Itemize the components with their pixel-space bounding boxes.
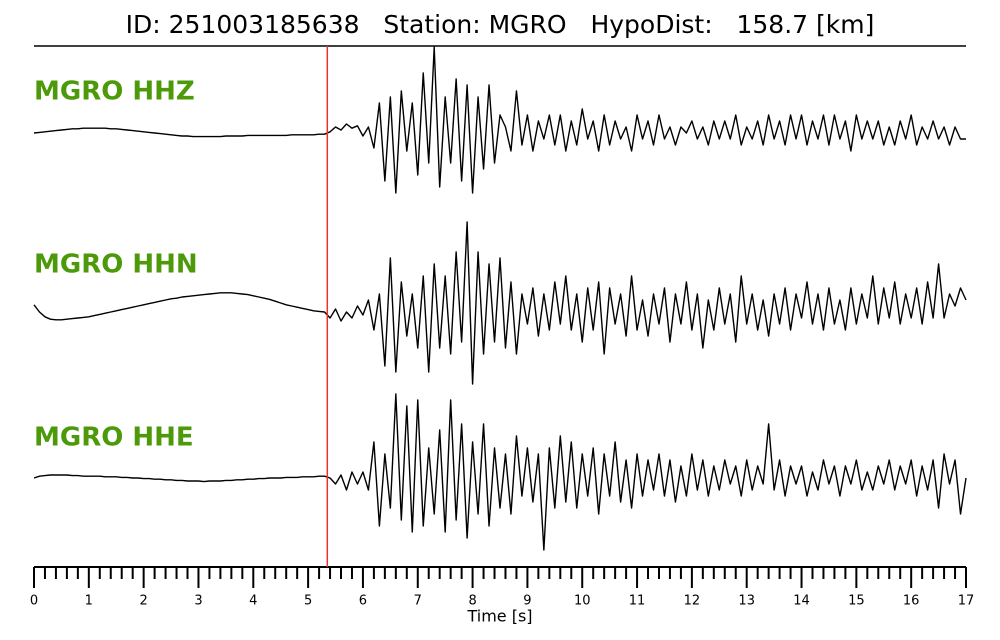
x-tick-label: 12 — [684, 594, 701, 609]
x-tick-label: 13 — [738, 594, 755, 609]
trace — [33, 393, 967, 551]
trace-label: MGRO HHZ — [34, 77, 195, 107]
x-tick-label: 9 — [523, 594, 531, 609]
x-tick-label: 0 — [30, 594, 38, 609]
x-tick-label: 16 — [903, 594, 920, 609]
x-tick-label: 11 — [629, 594, 646, 609]
x-tick-label: 3 — [194, 594, 202, 609]
x-tick-label: 1 — [85, 594, 93, 609]
x-tick-label: 5 — [304, 594, 312, 609]
trace — [33, 46, 966, 194]
x-tick-label: 15 — [848, 594, 865, 609]
x-tick-label: 4 — [249, 594, 257, 609]
x-tick-label: 14 — [793, 594, 810, 609]
x-tick-label: 17 — [958, 594, 975, 609]
x-tick-label: 6 — [359, 594, 367, 609]
x-tick-label: 7 — [414, 594, 422, 609]
chart-title: ID: 251003185638 Station: MGRO HypoDist:… — [126, 10, 875, 39]
x-axis-label: Time [s] — [466, 607, 532, 626]
x-tick-label: 2 — [140, 594, 148, 609]
trace — [33, 221, 967, 385]
x-tick-label: 10 — [574, 594, 591, 609]
trace-label: MGRO HHN — [34, 250, 198, 280]
trace-label: MGRO HHE — [34, 423, 194, 453]
x-tick-label: 8 — [468, 594, 476, 609]
